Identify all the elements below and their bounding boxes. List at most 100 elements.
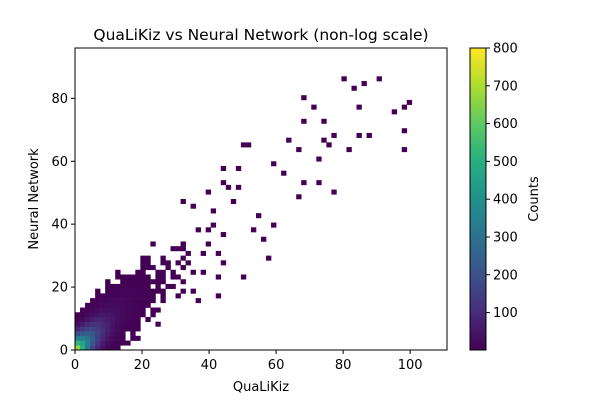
heatmap-cell <box>130 283 136 289</box>
heatmap-cell <box>406 99 413 105</box>
heatmap-cell <box>100 307 106 313</box>
colorbar-label: Counts <box>527 176 542 222</box>
heatmap-cell <box>115 326 121 332</box>
heatmap-cell <box>145 302 151 308</box>
heatmap-cell <box>140 302 146 308</box>
heatmap-cell <box>100 326 106 332</box>
heatmap-cell <box>90 316 96 322</box>
heatmap-cell <box>130 298 136 304</box>
heatmap-cell <box>170 283 176 289</box>
heatmap-cell <box>140 293 146 299</box>
y-tick-label: 40 <box>51 218 68 233</box>
heatmap-cell <box>170 274 176 280</box>
heatmap-cell <box>140 265 146 271</box>
heatmap-cell <box>195 298 201 304</box>
heatmap-cell <box>125 321 131 327</box>
heatmap-cell <box>301 118 307 124</box>
heatmap-cell <box>80 307 86 313</box>
heatmap-cell <box>195 227 201 233</box>
x-tick-label: 20 <box>134 358 151 373</box>
heatmap-cell <box>120 302 126 308</box>
heatmap-cell <box>120 293 126 299</box>
heatmap-cell <box>105 312 111 318</box>
heatmap-cell <box>110 307 116 313</box>
heatmap-cell <box>210 208 217 214</box>
heatmap-cell <box>281 170 287 176</box>
heatmap-cell <box>190 288 196 294</box>
heatmap-cell <box>95 288 101 294</box>
heatmap-cell <box>90 321 96 327</box>
heatmap-cell <box>115 345 121 350</box>
x-tick-label: 100 <box>398 358 423 373</box>
heatmap-cell <box>105 288 111 294</box>
heatmap-cell <box>351 85 357 91</box>
heatmap-cell <box>145 265 151 271</box>
heatmap-cell <box>110 288 116 294</box>
heatmap-cell <box>140 260 146 266</box>
heatmap-cell <box>105 335 111 341</box>
heatmap-cell <box>190 269 196 275</box>
heatmap-cell <box>271 161 277 167</box>
y-axis-label: Neural Network <box>27 148 42 250</box>
heatmap-cell <box>75 345 81 350</box>
heatmap-cell <box>120 312 126 318</box>
heatmap-cell <box>110 340 116 346</box>
heatmap-cell <box>230 199 237 205</box>
heatmap-cell <box>80 331 86 337</box>
heatmap-cell <box>90 345 96 350</box>
heatmap-cell <box>155 307 161 313</box>
heatmap-cell <box>85 345 91 350</box>
heatmap-cell <box>75 316 81 322</box>
heatmap-cell <box>160 279 166 285</box>
x-tick-label: 40 <box>201 358 218 373</box>
heatmap-cell <box>85 302 91 308</box>
heatmap-cell <box>85 340 91 346</box>
heatmap-cell <box>110 302 116 308</box>
heatmap-cell <box>180 199 186 205</box>
heatmap-cell <box>115 335 121 341</box>
heatmap-cell <box>125 283 131 289</box>
heatmap-cell <box>160 269 166 275</box>
heatmap-cell <box>145 279 151 285</box>
heatmap-cell <box>175 246 181 252</box>
heatmap-cell <box>250 227 257 233</box>
heatmap-cell <box>135 307 141 313</box>
heatmap-cell <box>130 274 136 280</box>
colorbar-tick-label: 300 <box>493 230 518 245</box>
heatmap-cell <box>165 265 171 271</box>
heatmap-cell <box>110 293 116 299</box>
heatmap-cell <box>135 288 141 294</box>
heatmap-cell <box>266 255 272 261</box>
heatmap-cell <box>125 312 131 318</box>
heatmap-cell <box>160 293 166 299</box>
heatmap-cell <box>125 293 131 299</box>
heatmap-cell <box>160 298 166 304</box>
heatmap-cell <box>155 321 161 327</box>
heatmap-cell <box>145 288 151 294</box>
heatmap-cell <box>110 321 116 327</box>
heatmap-cell <box>130 316 136 322</box>
heatmap-cell <box>401 147 408 153</box>
heatmap-cell <box>105 283 111 289</box>
heatmap-cell <box>135 279 141 285</box>
heatmap-cell <box>95 321 101 327</box>
heatmap-cell <box>150 241 156 247</box>
heatmap-cell <box>120 288 126 294</box>
heatmap-cell <box>110 298 116 304</box>
heatmap-cell <box>170 269 176 275</box>
heatmap-cell <box>165 283 171 289</box>
heatmap-cell <box>155 279 161 285</box>
heatmap-cell <box>130 302 136 308</box>
heatmap-cell <box>105 340 111 346</box>
heatmap-cell <box>125 326 131 332</box>
heatmap-cell <box>85 316 91 322</box>
heatmap-cell <box>85 326 91 332</box>
heatmap-cell <box>341 76 347 82</box>
heatmap-cell <box>271 222 277 228</box>
heatmap-cell <box>140 274 146 280</box>
heatmap-cell <box>95 307 101 313</box>
heatmap-cell <box>145 298 151 304</box>
colorbar-tick-label: 800 <box>493 42 518 57</box>
heatmap-cell <box>140 312 146 318</box>
